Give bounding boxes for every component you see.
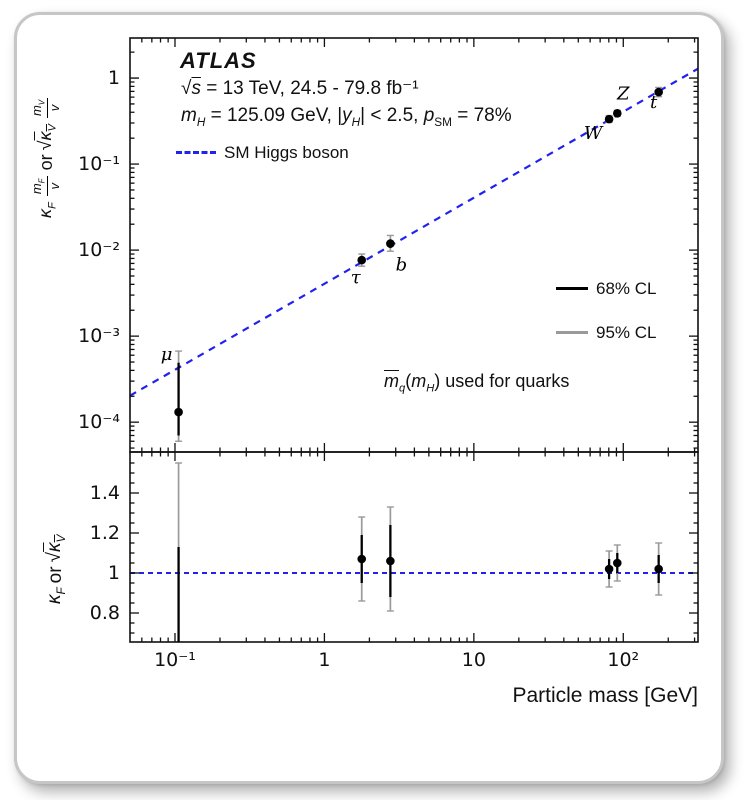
kappa-f-symbol-2: κ — [44, 594, 65, 605]
y-tick-label: 0.8 — [90, 602, 120, 624]
cl95-legend-sample — [556, 331, 588, 334]
particle-label-μ: μ — [161, 344, 173, 365]
data-point-μ — [174, 709, 183, 718]
mass-subscript: H — [196, 115, 206, 129]
x-axis-title: Particle mass [GeV] — [512, 684, 698, 707]
cl95-legend-label: 95% CL — [596, 323, 657, 342]
y-tick-label: 1.4 — [90, 482, 120, 504]
particle-label-b: b — [396, 255, 408, 276]
energy-text: = 13 TeV, 24.5 - 79.8 fb⁻¹ — [200, 78, 419, 99]
higgs-subscript: H — [426, 382, 435, 395]
annotation-paren: ( — [405, 371, 412, 391]
data-points — [174, 86, 663, 442]
or-text: or — [35, 154, 56, 171]
data-point-τ — [357, 255, 367, 265]
sqrt-symbol-3: √ — [44, 551, 65, 563]
y-tick-label: 10⁻¹ — [78, 153, 120, 175]
energy-luminosity-line: √s = 13 TeV, 24.5 - 79.8 fb⁻¹ — [181, 77, 419, 100]
screenshot-frame: 10⁻¹ 1 10 10² 10⁻⁴ 10⁻³ 10⁻² 10⁻¹ 1 0.8 1 1.2 1.4 μ τ b… — [14, 12, 724, 784]
data-point-W — [604, 114, 614, 124]
kappa-f-symbol: κ — [34, 209, 55, 218]
plot-canvas: 10⁻¹ 1 10 10² 10⁻⁴ 10⁻³ 10⁻² 10⁻¹ 1 0.8 1 1.2 1.4 μ τ b… — [17, 15, 721, 781]
data-point-Z — [612, 109, 622, 118]
mf-numerator: m — [29, 183, 44, 195]
x-tick-label: 10⁻¹ — [154, 649, 196, 671]
sqrt-symbol-2: √ — [34, 140, 55, 151]
particle-label-τ: τ — [351, 267, 362, 288]
annotation-text: ) used for quarks — [434, 371, 570, 391]
pvalue-variable: p — [423, 105, 435, 126]
coupling-plot: 10⁻¹ 1 10 10² 10⁻⁴ 10⁻³ 10⁻² 10⁻¹ 1 0.8 1 1.2 1.4 μ τ b… — [78, 37, 699, 718]
pvalue-text: = 78% — [451, 105, 512, 126]
sqrt-s-variable: s — [191, 78, 201, 99]
top-y-axis-title: κF mF v or √κV mV v — [29, 96, 63, 218]
x-tick-label: 10 — [462, 649, 486, 671]
sqrt-symbol: √ — [181, 78, 192, 99]
y-tick-label: 1 — [108, 562, 120, 584]
cl68-legend-sample — [556, 287, 588, 290]
or-text-2: or — [44, 566, 66, 584]
pvalue-subscript: SM — [434, 115, 452, 129]
cl68-legend-label: 68% CL — [596, 279, 657, 298]
data-point-t — [654, 87, 663, 97]
particle-label-W: W — [584, 123, 604, 144]
mv-subscript: V — [37, 99, 47, 106]
mv-over-v-fraction: mV v — [29, 97, 63, 119]
mf-over-v-fraction: mF v — [29, 176, 63, 197]
y-tick-label: 10⁻⁴ — [78, 411, 120, 433]
data-point-t — [654, 564, 663, 574]
kappa-v-subscript-2: V — [54, 534, 68, 543]
quark-subscript: q — [399, 382, 406, 395]
rapidity-text: | < 2.5, — [360, 105, 424, 126]
quark-mass-annotation: mq(mH) used for quarks — [384, 371, 569, 395]
mh-variable: m — [411, 371, 427, 391]
kappa-f-subscript-2: F — [54, 587, 68, 595]
axis-tick-labels: 10⁻¹ 1 10 10² 10⁻⁴ 10⁻³ 10⁻² 10⁻¹ 1 0.8 1 1.2 1.4 — [78, 67, 639, 671]
data-points — [174, 462, 663, 718]
mbar-variable: m — [384, 371, 399, 391]
vev-denominator-2: v — [47, 104, 63, 112]
mv-numerator: m — [29, 105, 44, 117]
y-tick-label: 10⁻² — [78, 239, 120, 261]
x-tick-label: 1 — [318, 649, 330, 671]
mass-value-text: = 125.09 GeV, | — [205, 105, 343, 126]
particle-label-Z: Z — [616, 83, 630, 104]
data-point-b — [386, 239, 395, 248]
mass-variable: m — [181, 105, 197, 126]
kappa-v-symbol-2: κ — [44, 542, 65, 552]
rapidity-subscript: H — [351, 115, 361, 129]
y-tick-label: 10⁻³ — [78, 325, 120, 347]
y-tick-label: 1.2 — [90, 522, 120, 544]
y-tick-label: 1 — [108, 67, 120, 89]
sm-line-legend-label: SM Higgs boson — [224, 143, 349, 162]
vev-denominator: v — [47, 183, 63, 190]
bottom-y-axis-title: κF or √κV — [44, 535, 68, 604]
fit-parameters-line: mH = 125.09 GeV, |yH| < 2.5, pSM = 78% — [181, 105, 512, 129]
mf-subscript: F — [37, 178, 47, 184]
axis-ticks — [130, 38, 698, 642]
sm-line-legend-sample — [176, 151, 216, 154]
data-point-μ — [174, 407, 183, 417]
data-point-b — [386, 556, 395, 566]
kappa-v-symbol: κ — [34, 131, 55, 141]
bottom-panel-frame — [129, 451, 699, 643]
particle-label-t: t — [650, 92, 658, 113]
rapidity-variable: y — [342, 105, 352, 126]
x-tick-label: 10² — [607, 649, 639, 671]
kappa-v-subscript: V — [46, 124, 59, 132]
data-point-τ — [357, 554, 367, 564]
data-point-Z — [612, 558, 622, 568]
particle-labels: μ τ b WZ t — [161, 83, 658, 365]
data-point-W — [604, 564, 614, 574]
sm-prediction-line — [130, 67, 698, 397]
experiment-label: ATLAS — [180, 48, 257, 73]
kappa-f-subscript: F — [46, 202, 59, 209]
